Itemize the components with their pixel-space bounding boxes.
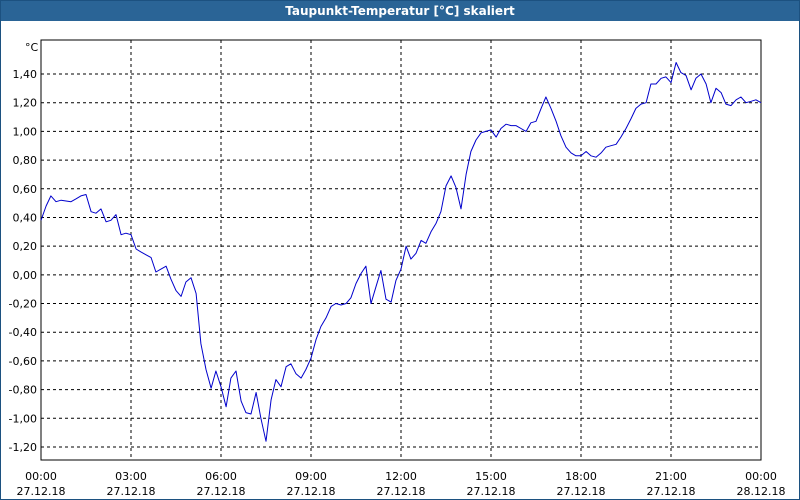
y-tick-label: -0,20 xyxy=(9,298,37,311)
x-tick-time-label: 21:00 xyxy=(655,470,687,483)
x-tick-date-label: 27.12.18 xyxy=(647,485,696,498)
x-tick-date-label: 27.12.18 xyxy=(557,485,606,498)
window-title: Taupunkt-Temperatur [°C] skaliert xyxy=(1,1,799,21)
x-tick-date-label: 27.12.18 xyxy=(377,485,426,498)
x-tick-time-label: 00:00 xyxy=(25,470,57,483)
x-tick-time-label: 12:00 xyxy=(385,470,417,483)
x-tick-date-label: 27.12.18 xyxy=(287,485,336,498)
x-tick-time-label: 00:00 xyxy=(745,470,777,483)
series-line-taupunkt xyxy=(40,62,762,442)
x-tick-time-label: 15:00 xyxy=(475,470,507,483)
x-tick-time-label: 18:00 xyxy=(565,470,597,483)
x-tick-date-label: 27.12.18 xyxy=(17,485,66,498)
y-tick-label: -1,20 xyxy=(9,441,37,454)
plot-border xyxy=(40,39,762,461)
y-tick-label: 1,00 xyxy=(13,125,38,138)
y-tick-label: 0,20 xyxy=(13,240,38,253)
y-tick-label: 1,40 xyxy=(13,68,38,81)
y-tick-label: 0,00 xyxy=(13,269,38,282)
x-tick-time-label: 09:00 xyxy=(295,470,327,483)
y-tick-label: -1,00 xyxy=(9,412,37,425)
y-tick-label: 1,20 xyxy=(13,97,38,110)
x-tick-date-label: 28.12.18 xyxy=(737,485,786,498)
series-layer xyxy=(40,62,762,442)
x-tick-time-label: 03:00 xyxy=(115,470,147,483)
y-tick-label: 0,40 xyxy=(13,211,38,224)
y-axis-ticks: 1,40 1,20 1,00 0,80 0,60 0,40 0,20 0,00 -0,20 -0,… xyxy=(9,68,37,454)
y-tick-label: 0,80 xyxy=(13,154,38,167)
grid-lines xyxy=(41,40,761,460)
y-tick-label: -0,80 xyxy=(9,384,37,397)
y-tick-label: -0,60 xyxy=(9,355,37,368)
y-tick-label: 0,60 xyxy=(13,183,38,196)
x-axis-ticks: 00:00 27.12.18 03:00 27.12.18 06:00 27.12.18 0… xyxy=(17,470,786,498)
y-tick-label: -0,40 xyxy=(9,326,37,339)
x-tick-date-label: 27.12.18 xyxy=(197,485,246,498)
x-tick-date-label: 27.12.18 xyxy=(107,485,156,498)
x-tick-date-label: 27.12.18 xyxy=(467,485,516,498)
x-tick-time-label: 06:00 xyxy=(205,470,237,483)
y-axis-unit-label: °C xyxy=(25,41,39,54)
